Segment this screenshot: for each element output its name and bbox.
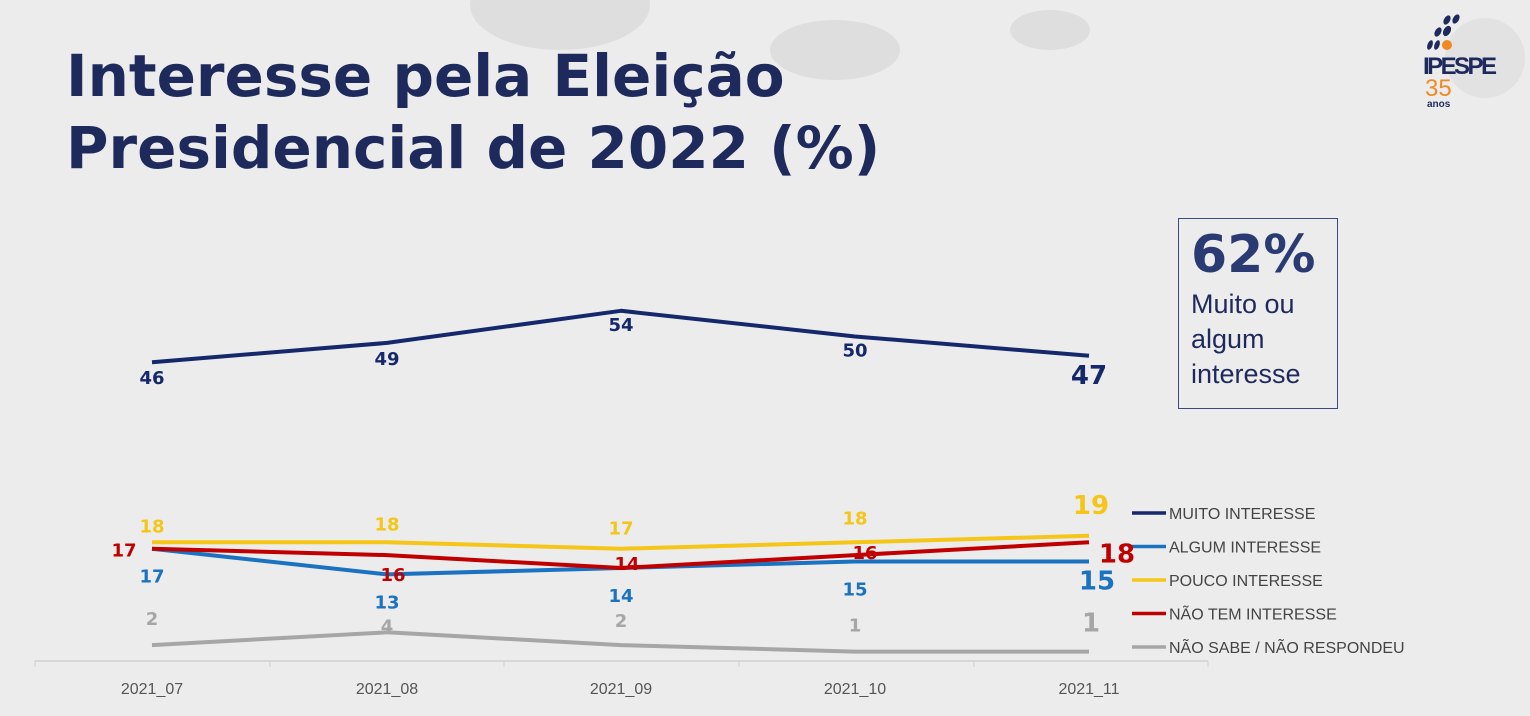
data-label: 17 [139, 567, 164, 588]
data-label: 13 [374, 592, 399, 613]
svg-text:anos: anos [1427, 99, 1451, 110]
data-label: 15 [842, 580, 867, 601]
data-label: 18 [1099, 539, 1135, 569]
callout-value: 62% [1191, 225, 1316, 285]
callout-line-1: Muito ou [1191, 289, 1295, 319]
data-label: 1 [1082, 609, 1100, 639]
data-label: 17 [608, 519, 633, 540]
legend-label: POUCO INTERESSE [1169, 573, 1323, 590]
ipespe-logo: IPESPE 35 anos [1415, 10, 1525, 110]
data-label: 2 [615, 611, 628, 632]
data-label: 19 [1073, 491, 1109, 521]
title-line-2: Presidencial de 2022 (%) [66, 114, 881, 182]
data-label: 16 [852, 543, 877, 564]
svg-text:IPESPE: IPESPE [1423, 53, 1497, 80]
svg-text:35: 35 [1425, 75, 1452, 102]
data-label: 15 [1079, 567, 1115, 597]
series-line [152, 533, 1090, 551]
data-label: 2 [146, 609, 159, 630]
data-label: 46 [139, 368, 164, 389]
data-label: 50 [842, 341, 867, 362]
data-label: 49 [374, 349, 399, 370]
series-line [151, 308, 1090, 365]
data-label: 54 [608, 315, 633, 336]
x-tick-label: 2021_11 [1058, 681, 1119, 698]
decorative-shape [1010, 10, 1090, 50]
data-label: 18 [374, 514, 399, 535]
decorative-shape [770, 20, 900, 80]
data-label: 47 [1071, 361, 1107, 391]
data-label: 17 [111, 541, 136, 562]
x-tick-label: 2021_10 [824, 681, 886, 698]
legend-label: ALGUM INTERESSE [1169, 540, 1321, 557]
series-line [151, 540, 1090, 570]
data-label: 14 [608, 586, 633, 607]
x-tick-label: 2021_07 [121, 681, 183, 698]
data-label: 16 [380, 565, 405, 586]
legend-label: NÃO SABE / NÃO RESPONDEU [1169, 637, 1405, 657]
x-tick-label: 2021_09 [590, 681, 652, 698]
page-title: Interesse pela Eleição Presidencial de 2… [66, 40, 880, 184]
data-label: 18 [139, 516, 164, 537]
data-label: 4 [381, 616, 394, 637]
data-label: 14 [614, 554, 639, 575]
callout-line-3: interesse [1191, 359, 1301, 389]
summary-callout: 62% Muito ou algum interesse [1178, 218, 1338, 409]
legend-label: NÃO TEM INTERESSE [1169, 604, 1337, 624]
data-label: 1 [849, 616, 862, 637]
callout-line-2: algum [1191, 324, 1265, 354]
title-line-1: Interesse pela Eleição [66, 42, 785, 110]
series-line [151, 630, 1089, 654]
data-label: 18 [842, 508, 867, 529]
x-tick-label: 2021_08 [356, 681, 418, 698]
legend-label: MUITO INTERESSE [1169, 506, 1315, 523]
